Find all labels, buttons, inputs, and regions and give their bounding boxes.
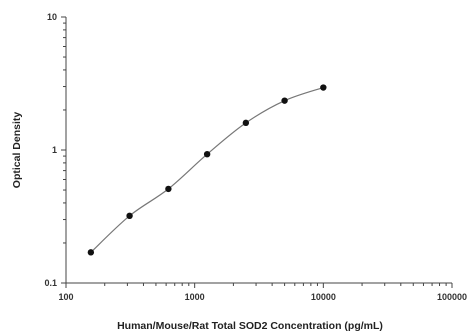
data-point (242, 119, 250, 127)
data-point (126, 212, 133, 220)
y-axis-title: Optical Density (11, 112, 23, 189)
ticks (61, 16, 453, 288)
data-point (87, 249, 95, 256)
fit-curve (90, 86, 324, 253)
data-points (87, 84, 327, 256)
x-tick-label: 100000 (437, 292, 467, 302)
data-point (203, 150, 211, 158)
y-tick-label: 0.1 (44, 278, 57, 288)
data-point (320, 84, 327, 91)
x-tick-label: 10000 (311, 292, 336, 302)
y-tick-label: 1 (52, 145, 57, 155)
axes (65, 17, 452, 284)
x-axis-title: Human/Mouse/Rat Total SOD2 Concentration… (117, 320, 383, 332)
x-tick-label: 100 (58, 292, 73, 302)
data-point (165, 185, 172, 193)
x-tick-label: 1000 (185, 292, 205, 302)
data-point (281, 97, 288, 104)
y-tick-label: 10 (47, 12, 57, 22)
tick-labels: 0.1 1 10 100 1000 10000 100000 (44, 12, 467, 302)
